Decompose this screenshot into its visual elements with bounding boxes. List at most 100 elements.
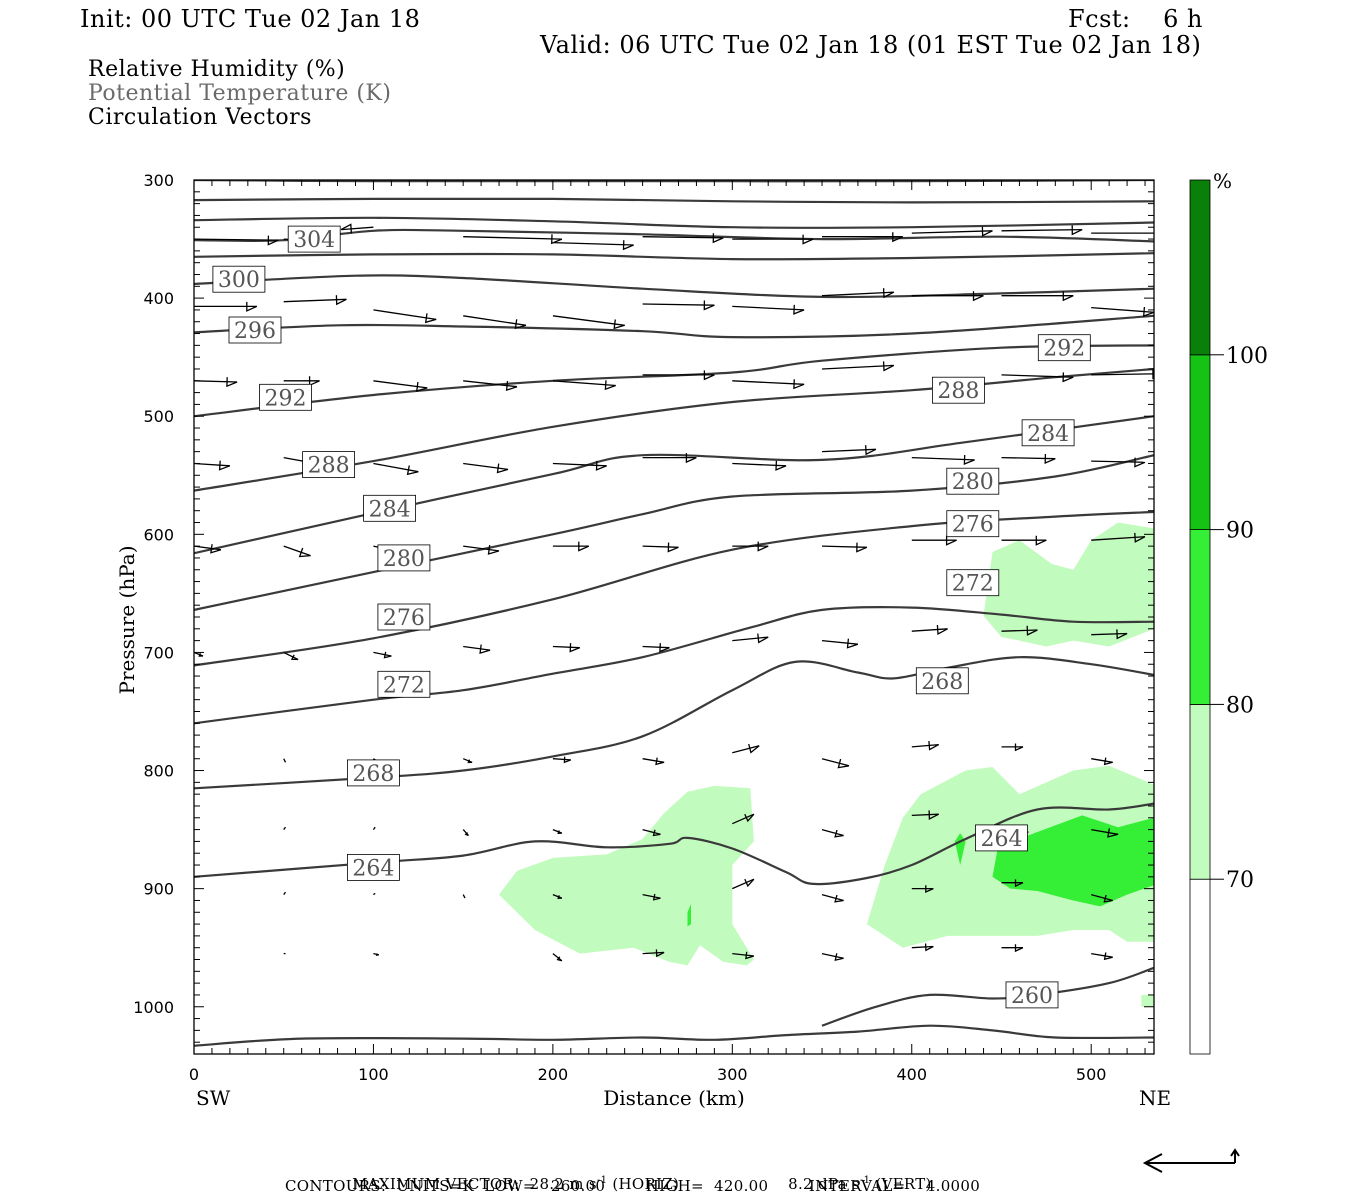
vector-shaft [463, 545, 500, 552]
vector-shaft [821, 448, 876, 453]
circulation-vector [1091, 952, 1113, 961]
circulation-vector [911, 226, 993, 237]
vector-shaft [732, 462, 787, 467]
y-tick-label: 1000 [133, 998, 174, 1017]
vector-head [406, 465, 419, 476]
theta-label: 288 [302, 451, 356, 479]
colorbar-label: 80 [1226, 693, 1254, 718]
circulation-vector [283, 651, 299, 661]
circulation-vector [552, 828, 563, 835]
vector-head [1134, 532, 1146, 543]
vector-head [487, 545, 500, 555]
theta-label-text: 268 [352, 762, 394, 787]
vector-head [775, 460, 787, 471]
vector-head [1062, 291, 1074, 302]
y-tick-label: 500 [143, 407, 174, 426]
circulation-vector [732, 541, 769, 552]
vector-shaft [821, 545, 867, 548]
vector-head [1103, 757, 1113, 766]
circulation-vector [1001, 944, 1024, 953]
vector-shaft [732, 878, 755, 890]
vector-shaft [821, 291, 894, 297]
vector-head [416, 382, 428, 392]
vector-head [652, 893, 661, 901]
theta-label-box [1005, 981, 1059, 1009]
colorbar-segment [1189, 878, 1211, 1055]
vector-head [467, 759, 473, 764]
circulation-vector [373, 309, 437, 324]
vector-head [557, 830, 562, 835]
max-vector-vert: 8.2 dPa s-1 (VERT) [778, 1157, 932, 1193]
theta-contour-260 [821, 966, 1154, 1027]
theta-label-text: 276 [952, 513, 994, 538]
vector-shaft [462, 894, 466, 899]
vector-shaft [1001, 228, 1083, 232]
vector-head [834, 829, 844, 838]
theta-contour-258 [194, 1024, 1154, 1047]
theta-label-text: 272 [383, 673, 425, 698]
vector-head [745, 951, 755, 960]
vector-head [1014, 944, 1024, 953]
theta-label-box [946, 569, 1000, 597]
vector-head [375, 953, 379, 957]
vector-shaft [1091, 460, 1146, 463]
vector-shaft [642, 236, 724, 239]
theta-label-text: 268 [921, 670, 963, 695]
vector-head [834, 894, 844, 903]
circulation-vector [732, 379, 805, 390]
vector-head [604, 380, 616, 391]
theta-contour-302 [194, 216, 1154, 229]
rh-region-70-80 [1141, 994, 1154, 1007]
circulation-vector [821, 952, 844, 961]
circulation-vector [1091, 757, 1113, 766]
theta-label: 260 [1005, 981, 1059, 1009]
vector-shaft [1091, 828, 1119, 835]
theta-label-box [346, 854, 400, 881]
vector-head [557, 895, 562, 900]
vector-head [793, 304, 805, 315]
circulation-vector [822, 232, 904, 243]
theta-label: 276 [946, 510, 1000, 538]
circulation-vector [463, 545, 500, 555]
y-tick-label: 900 [143, 880, 174, 899]
vector-shaft [1091, 536, 1146, 541]
vector-shaft [373, 651, 392, 657]
vector-shaft [283, 826, 287, 830]
vector-shaft [1091, 893, 1113, 902]
vector-head [856, 542, 868, 553]
circulation-vector [642, 300, 715, 311]
circulation-vector [283, 545, 311, 558]
theta-label-box [975, 824, 1028, 852]
vector-shaft [552, 462, 607, 467]
circulation-vector [373, 651, 392, 659]
vector-head [1142, 306, 1154, 317]
theta-label: 284 [363, 494, 417, 522]
theta-contour-292 [194, 344, 1154, 418]
circulation-vector [552, 893, 563, 900]
theta-contour-268 [194, 656, 1154, 790]
circulation-vector [1091, 369, 1154, 380]
circulation-vector [552, 380, 616, 391]
vector-shaft [552, 953, 563, 962]
vector-head [1026, 625, 1038, 636]
circulation-vector [821, 288, 895, 299]
vector-head [1014, 743, 1024, 752]
vector-shaft [642, 828, 661, 835]
vector-head [981, 226, 993, 237]
theta-label-box [1021, 419, 1075, 447]
vector-shaft [373, 462, 419, 473]
x-tick-label: 100 [358, 1065, 389, 1084]
vert-exponent: -1 [859, 1175, 871, 1186]
vector-shaft [642, 951, 665, 955]
theta-label-box [287, 225, 341, 253]
vector-head [210, 544, 222, 554]
circulation-vector [552, 240, 634, 251]
theta-label: 264 [975, 824, 1028, 852]
vector-head [464, 832, 469, 837]
x-tick-label: 300 [717, 1065, 748, 1084]
vector-head [757, 633, 769, 644]
y-axis-title: Pressure (hPa) [115, 546, 139, 695]
circulation-vector [462, 894, 466, 899]
vector-shaft [463, 236, 562, 240]
vector-head [1014, 879, 1024, 888]
